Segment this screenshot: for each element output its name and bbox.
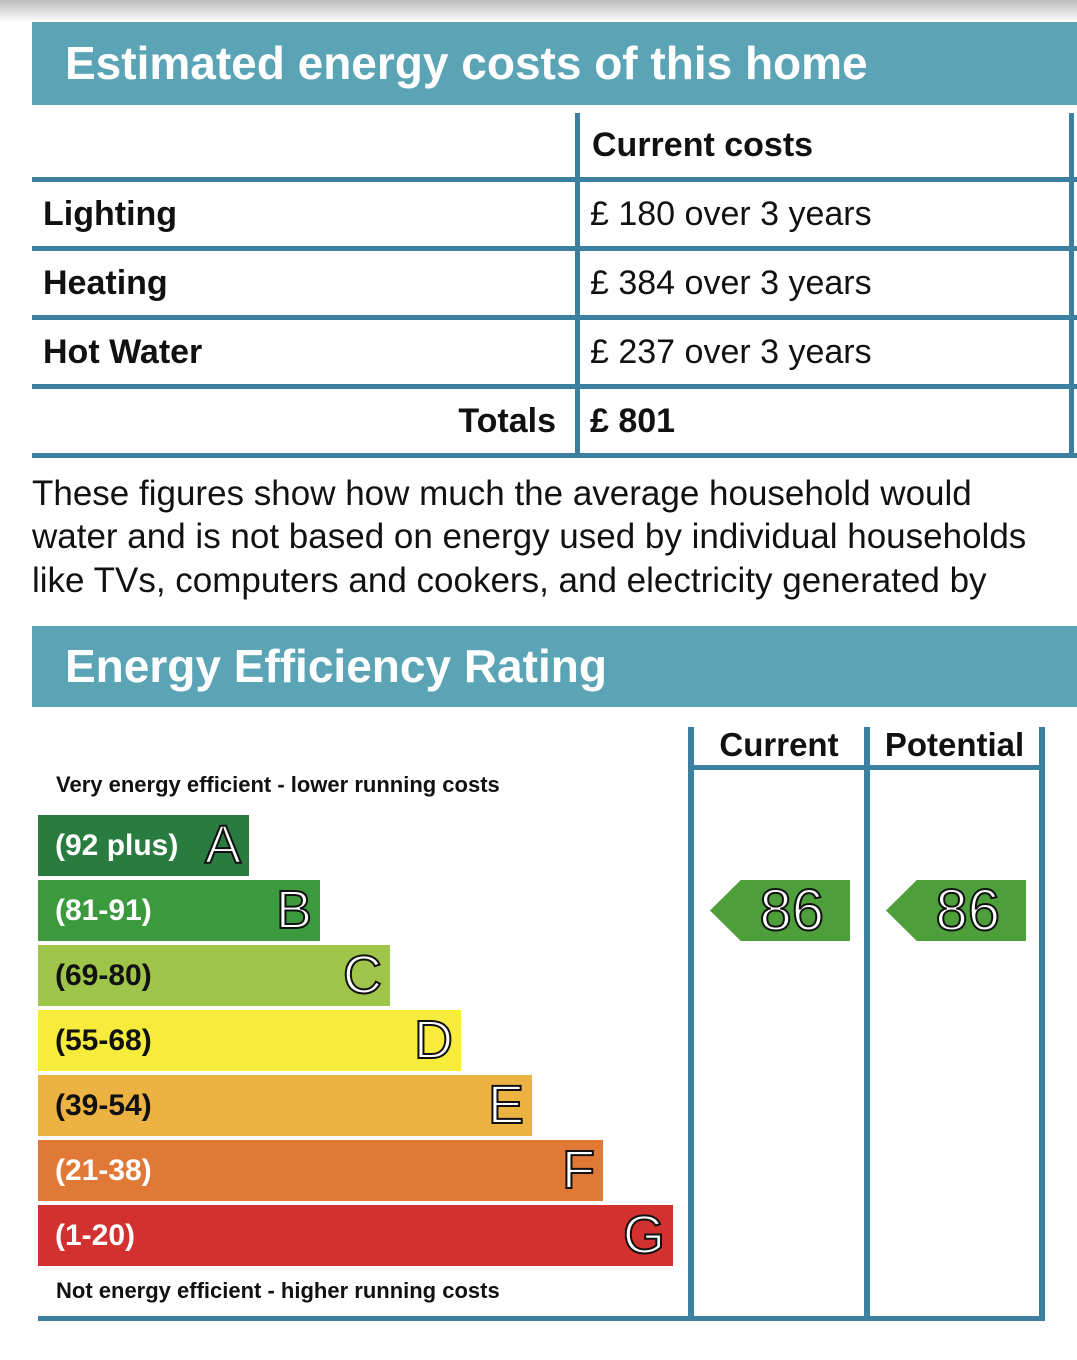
band-range: (92 plus) xyxy=(55,829,179,862)
divider xyxy=(38,1316,1045,1321)
description-line: like TVs, computers and cookers, and ele… xyxy=(32,561,987,600)
row-value: £ 180 over 3 years xyxy=(590,195,872,233)
divider xyxy=(32,453,1077,458)
divider xyxy=(32,246,1077,251)
rating-band-f: (21-38) F xyxy=(38,1139,603,1201)
divider xyxy=(688,765,1045,770)
divider xyxy=(32,177,1077,182)
totals-label: Totals xyxy=(458,402,556,440)
divider xyxy=(1039,727,1045,1321)
divider xyxy=(864,727,870,1321)
band-range: (21-38) xyxy=(55,1154,152,1187)
row-label: Lighting xyxy=(43,195,178,233)
band-range: (55-68) xyxy=(55,1024,152,1057)
band-letter: F xyxy=(561,1139,596,1201)
column-header: Current costs xyxy=(592,126,814,164)
band-letter: C xyxy=(342,944,383,1006)
row-value: £ 384 over 3 years xyxy=(590,264,872,302)
current-rating-indicator: 86 xyxy=(710,880,850,941)
top-note: Very energy efficient - lower running co… xyxy=(56,772,500,797)
potential-column-header: Potential xyxy=(884,726,1025,763)
row-label: Heating xyxy=(43,264,168,302)
potential-rating-indicator: 86 xyxy=(886,880,1026,941)
divider xyxy=(688,727,694,1321)
description-line: water and is not based on energy used by… xyxy=(32,517,1027,556)
divider xyxy=(32,315,1077,320)
band-letter: A xyxy=(204,814,242,876)
rating-band-a: (92 plus) A xyxy=(38,814,249,876)
description-line: These figures show how much the average … xyxy=(32,474,972,513)
row-label: Hot Water xyxy=(43,333,203,371)
band-range: (81-91) xyxy=(55,894,152,927)
costs-title: Estimated energy costs of this home xyxy=(32,22,1077,105)
band-letter: E xyxy=(487,1074,525,1136)
band-range: (1-20) xyxy=(55,1219,136,1252)
rating-band-b: (81-91) B xyxy=(38,879,320,941)
band-range: (69-80) xyxy=(55,959,152,992)
top-shadow xyxy=(0,0,1077,22)
band-letter: B xyxy=(275,879,313,941)
bottom-note: Not energy efficient - higher running co… xyxy=(56,1278,500,1303)
rating-band-d: (55-68) D xyxy=(38,1009,461,1071)
rating-band-e: (39-54) E xyxy=(38,1074,532,1136)
rating-band-c: (69-80) C xyxy=(38,944,390,1006)
band-letter: D xyxy=(413,1009,454,1071)
band-range: (39-54) xyxy=(55,1089,152,1122)
divider xyxy=(32,384,1077,389)
current-column-header: Current xyxy=(719,726,839,763)
rating-band-g: (1-20) G xyxy=(38,1204,673,1266)
divider xyxy=(1069,113,1074,458)
rating-title: Energy Efficiency Rating xyxy=(32,626,1077,707)
totals-value: £ 801 xyxy=(590,402,676,440)
divider xyxy=(575,113,580,458)
row-value: £ 237 over 3 years xyxy=(590,333,872,371)
band-letter: G xyxy=(622,1204,666,1266)
